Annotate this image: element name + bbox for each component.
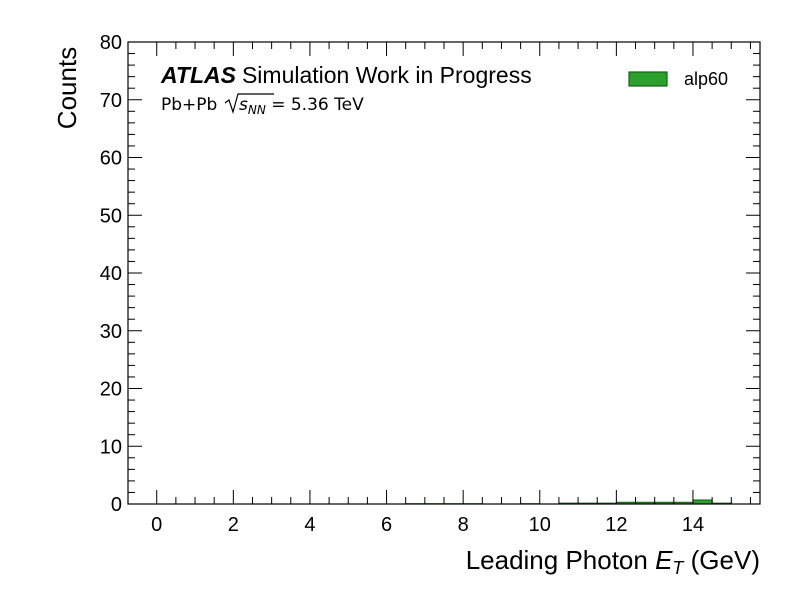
y-tick-label: 60 [100,148,122,170]
y-tick-label: 70 [100,90,122,112]
histogram-bars [405,499,732,505]
y-axis-title: Counts [52,47,82,129]
legend-label-alp60: alp60 [684,69,728,89]
energy-value: = 5.36 TeV [266,95,364,115]
x-tick-label: 10 [529,514,551,536]
x-tick-label: 12 [605,514,627,536]
x-tick-label: 2 [228,514,239,536]
plot-frame [127,41,761,505]
x-axis-title: Leading Photon ET (GeV) [466,545,760,578]
y-tick-label: 30 [100,321,122,343]
atlas-label-bold: ATLAS [160,62,237,88]
x-axis-title-main: Leading Photon [466,545,655,575]
x-axis-title-sub: T [672,558,685,578]
svg-text:sNN = 5.36 TeV: sNN = 5.36 TeV [239,95,364,117]
y-tick-label: 0 [111,494,122,516]
y-tick-label: 10 [100,436,122,458]
axis-tick-labels: 0 2 4 6 8 10 12 14 0 10 20 30 40 50 60 70 80 [100,32,704,536]
y-tick-label: 20 [100,379,122,401]
x-tick-label: 4 [304,514,315,536]
y-tick-label: 40 [100,263,122,285]
sqrt-symbol [224,93,274,115]
histogram-bar [692,499,713,505]
energy-var: s [239,95,248,115]
y-tick-label: 80 [100,32,122,54]
energy-sub: NN [248,103,266,117]
x-tick-label: 6 [381,514,392,536]
axis-ticks [128,41,760,505]
legend-swatch-alp60 [628,71,668,87]
legend: alp60 [628,69,728,89]
collision-energy-label: Pb+Pb sNN = 5.36 TeV [161,93,364,117]
x-axis-title-unit: (GeV) [683,545,760,575]
x-tick-label: 14 [682,514,704,536]
atlas-label: ATLAS Simulation Work in Progress [160,62,532,88]
y-tick-label: 50 [100,205,122,227]
x-tick-label: 8 [458,514,469,536]
x-axis-title-var: E [655,545,673,575]
collision-system: Pb+Pb [161,95,217,115]
svg-text:Pb+Pb: Pb+Pb [161,95,217,115]
atlas-label-status: Simulation Work in Progress [242,62,532,88]
x-tick-label: 0 [151,514,162,536]
